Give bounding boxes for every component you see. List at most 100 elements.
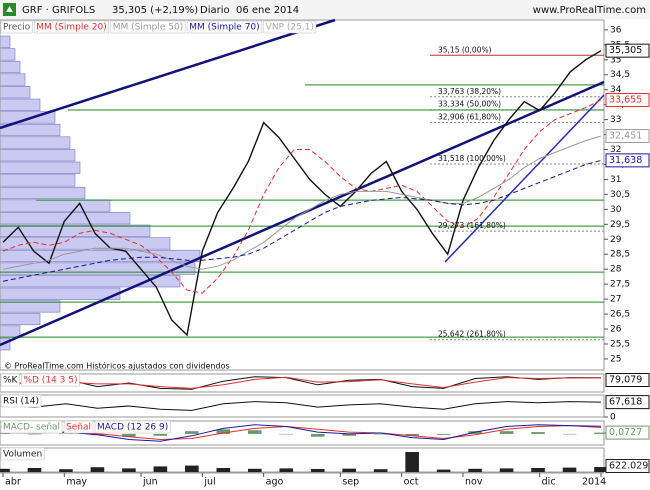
last-value-box: [605, 93, 650, 108]
legend-box: [0, 447, 45, 461]
volume-profile-bar: [0, 136, 71, 149]
trend-line: [444, 94, 605, 263]
x-tick-label: jul: [203, 477, 215, 488]
bar: [562, 433, 577, 435]
last-value-box: [605, 395, 650, 410]
legend-box: [94, 420, 171, 434]
bar: [405, 452, 419, 472]
fib-label: 32,906 (61,80%): [438, 112, 501, 121]
x-tick-label: dic: [542, 477, 556, 488]
series-line: [2, 99, 602, 294]
y-tick-label: 29: [610, 235, 622, 245]
volume-profile-bar: [0, 161, 81, 174]
bar: [562, 467, 577, 472]
bar: [59, 433, 73, 435]
bar: [594, 432, 608, 434]
legend-box: [34, 20, 109, 34]
panel: [0, 447, 605, 473]
source: www.ProRealTime.com: [533, 5, 646, 16]
bar: [0, 468, 10, 472]
legend-entry: Señal: [66, 423, 91, 433]
bar: [153, 433, 168, 436]
bar: [247, 430, 262, 434]
y-tick-label: 29,5: [610, 220, 630, 230]
y-tick-label: 33: [610, 115, 621, 125]
up-arrow: [6, 6, 13, 12]
series-line: [2, 376, 601, 389]
last-value-box: [605, 43, 650, 58]
bar: [216, 468, 231, 472]
legend-box: [21, 373, 80, 387]
legend-entry: MM (Simple 50): [113, 23, 183, 33]
bar: [27, 468, 42, 472]
series-line: [2, 50, 602, 337]
last-value-label: 622.029: [609, 461, 648, 472]
bar: [216, 429, 231, 434]
legend-entry: MM (Simple 20): [36, 23, 106, 33]
bar: [531, 468, 545, 472]
bar: [90, 467, 105, 472]
legend-box: [0, 20, 33, 34]
y-tick-label: 36: [610, 25, 622, 35]
volume-profile-bar: [0, 86, 31, 99]
bar: [405, 433, 419, 436]
symbol: GRF · GRIFOLS: [22, 5, 95, 16]
last-value-label: 31,638: [609, 155, 642, 166]
y-tick-label: 26,5: [610, 310, 630, 320]
panel: [0, 394, 605, 418]
x-tick-label: jun: [142, 477, 158, 488]
y-tick-label: 34: [610, 85, 622, 95]
bar: [310, 433, 325, 437]
last-value-label: 35,305: [609, 45, 642, 56]
panel: [0, 19, 605, 371]
legend-box: [263, 20, 317, 34]
x-tick-label: nov: [465, 477, 483, 488]
volume-profile-bar: [0, 287, 121, 300]
bar: [279, 468, 294, 472]
bar: [531, 432, 545, 434]
x-tick-label: ago: [266, 477, 284, 488]
last-value-box: [605, 459, 650, 473]
bar: [594, 467, 608, 472]
bar: [122, 433, 136, 437]
volume-profile-bar: [0, 300, 61, 313]
legend-box: [186, 20, 262, 34]
volume-profile-bar: [0, 312, 41, 326]
legend-box: [110, 20, 186, 34]
bar: [373, 469, 388, 472]
y-tick-label: 35: [610, 55, 621, 65]
series-line: [2, 135, 602, 270]
bar: [499, 468, 514, 472]
legend-entry: %D (14 3 5): [23, 376, 77, 386]
volume-profile-bar: [0, 212, 131, 225]
legend-entry: Precio: [3, 23, 31, 33]
legend-entry: VNP (25,1): [266, 23, 314, 33]
y-tick-label: 26: [610, 325, 622, 335]
last-value-label: 0,0727: [609, 427, 642, 438]
volume-profile-bar: [0, 275, 181, 288]
volume-profile-bar: [0, 186, 86, 200]
fib-label: 31,518 (100,00%): [438, 154, 506, 163]
volume-profile-bar: [0, 338, 11, 351]
fib-label: 33,334 (50,00%): [438, 100, 501, 109]
bar: [499, 431, 514, 434]
volume-profile-bar: [0, 60, 21, 74]
volume-profile-bar: [0, 149, 76, 162]
header-bar: [0, 0, 650, 19]
last-value-box: [605, 425, 650, 440]
y-tick-label: 28,5: [610, 250, 630, 260]
series-line: [2, 424, 602, 442]
volume-profile-bar: [0, 48, 16, 61]
x-tick-label: may: [66, 477, 87, 488]
series-line: [2, 401, 602, 411]
fib-label: 25,642 (261,80%): [438, 330, 506, 339]
bar: [436, 469, 451, 472]
y-tick-label: 30: [610, 205, 622, 215]
bar: [185, 431, 199, 434]
last-value-box: [605, 153, 650, 168]
bar: [247, 468, 262, 472]
legend-entry: %K: [3, 376, 19, 386]
last-value-label: 32,451: [609, 131, 642, 142]
bar: [153, 466, 168, 472]
volume-profile-bar: [0, 35, 11, 48]
